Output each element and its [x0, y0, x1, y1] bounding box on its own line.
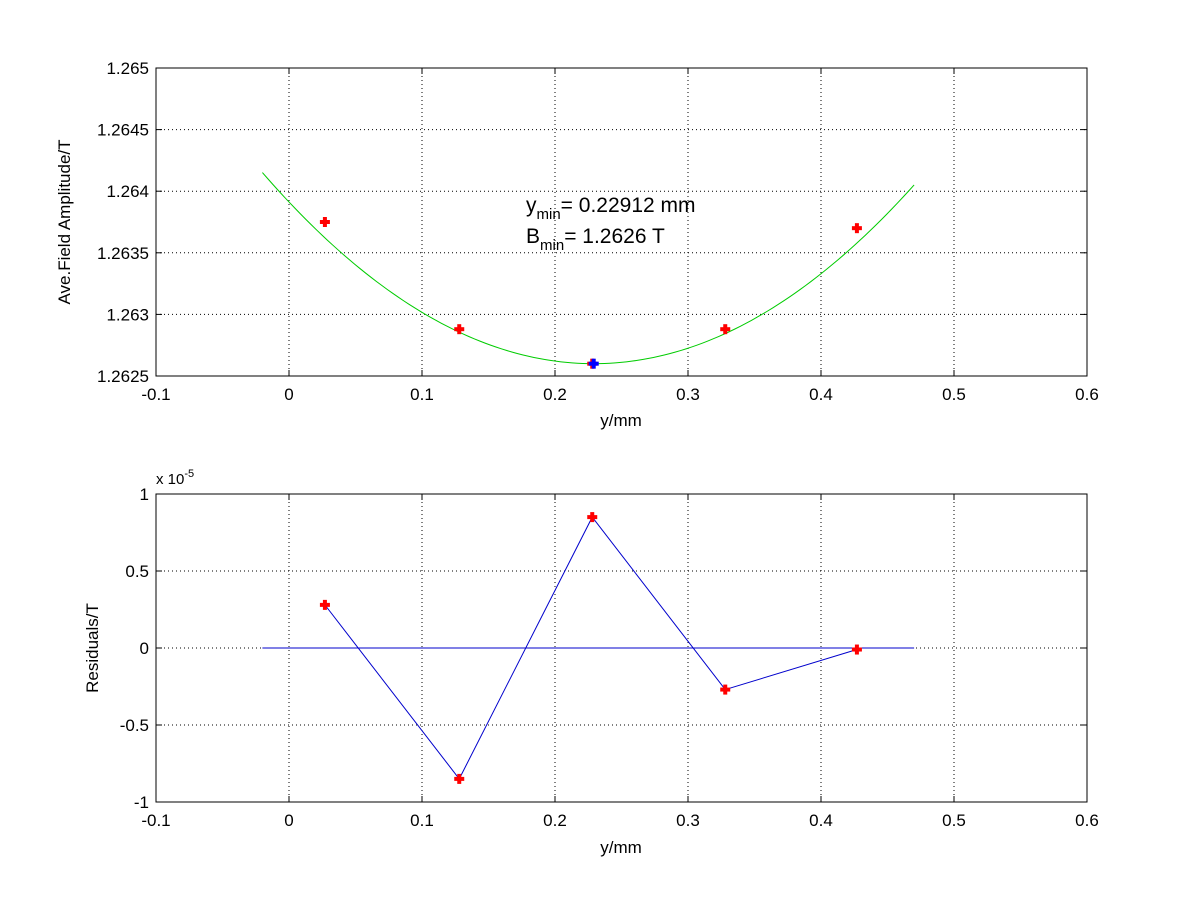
y-tick-label: 1.2645 [97, 121, 149, 140]
x-tick-label: -0.1 [141, 811, 170, 830]
y-tick-label: 1.2635 [97, 244, 149, 263]
y-tick-label: -0.5 [120, 716, 149, 735]
fit-plot: -0.1 0 0.1 0.2 0.3 0.4 0.5 0.6 1.2625 1.263 1.263… [55, 59, 1099, 430]
data-point-marker [319, 217, 330, 227]
fit-plot-y-tick-labels: 1.2625 1.263 1.2635 1.264 1.2645 1.265 [97, 59, 149, 386]
x-tick-label: 0.6 [1075, 811, 1099, 830]
residual-point-marker [851, 644, 862, 655]
fit-plot-x-axis-label: y/mm [600, 411, 642, 430]
y-tick-label: 1.265 [106, 59, 149, 78]
y-tick-label: 1.263 [106, 305, 149, 324]
residuals-plot-grid [156, 494, 1087, 802]
x-tick-label: 0.3 [676, 385, 700, 404]
minimum-point-marker [588, 358, 599, 369]
data-point-marker [851, 223, 862, 234]
x-tick-label: 0.5 [942, 811, 966, 830]
residual-point-marker [720, 684, 731, 695]
x-tick-label: 0.2 [543, 811, 567, 830]
y-tick-label: 1.2625 [97, 367, 149, 386]
x-tick-label: 0.1 [410, 385, 434, 404]
annotation-bmin: Bmin= 1.2626 T [526, 225, 665, 254]
residual-point-marker [454, 773, 465, 784]
fit-plot-x-tick-labels: -0.1 0 0.1 0.2 0.3 0.4 0.5 0.6 [141, 385, 1098, 404]
residuals-plot-x-tick-labels: -0.1 0 0.1 0.2 0.3 0.4 0.5 0.6 [141, 811, 1098, 830]
residuals-plot-y-tick-labels: -1 -0.5 0 0.5 1 [120, 485, 149, 812]
residuals-y-multiplier: x 10-5 [156, 468, 194, 488]
fit-plot-grid [156, 68, 1087, 376]
data-point-marker [720, 324, 731, 335]
y-tick-label: 1.264 [106, 182, 149, 201]
x-tick-label: 0.1 [410, 811, 434, 830]
residual-point-marker [319, 599, 330, 610]
x-tick-label: -0.1 [141, 385, 170, 404]
x-tick-label: 0.6 [1075, 385, 1099, 404]
y-tick-label: 0.5 [125, 562, 149, 581]
fit-plot-y-axis-label: Ave.Field Amplitude/T [55, 139, 74, 304]
residuals-plot-x-axis-label: y/mm [600, 838, 642, 857]
y-tick-label: -1 [134, 793, 149, 812]
x-tick-label: 0.5 [942, 385, 966, 404]
x-tick-label: 0.2 [543, 385, 567, 404]
x-tick-label: 0.3 [676, 811, 700, 830]
annotation-ymin: ymin= 0.22912 mm [526, 194, 696, 223]
data-point-marker [454, 324, 465, 335]
residual-point-marker [587, 512, 598, 523]
y-tick-label: 1 [140, 485, 149, 504]
x-tick-label: 0.4 [809, 811, 833, 830]
x-tick-label: 0 [284, 811, 293, 830]
residuals-plot: -0.1 0 0.1 0.2 0.3 0.4 0.5 0.6 -1 -0.5 0 0.5 1 x 10… [83, 468, 1099, 857]
x-tick-label: 0.4 [809, 385, 833, 404]
minimum-point-plus [588, 358, 599, 369]
residuals-plot-frame [155, 493, 1088, 803]
x-tick-label: 0 [284, 385, 293, 404]
fit-plot-axes [156, 68, 1087, 376]
residuals-data-markers [319, 512, 862, 784]
residuals-plot-y-axis-label: Residuals/T [83, 603, 102, 693]
y-tick-label: 0 [140, 639, 149, 658]
fit-plot-frame [155, 67, 1088, 377]
